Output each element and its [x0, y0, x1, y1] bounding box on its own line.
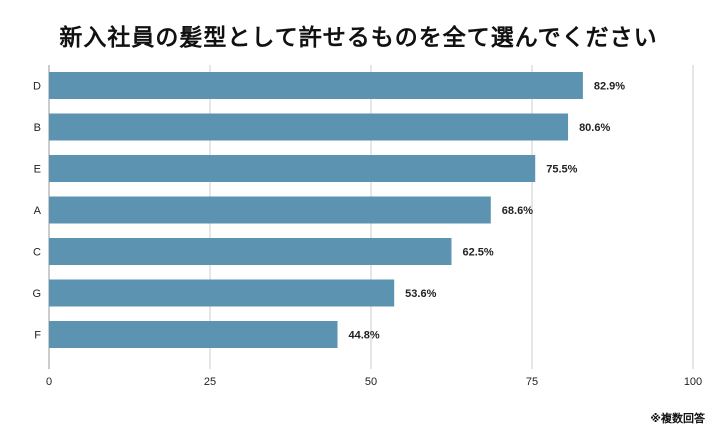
bar-A [49, 196, 491, 224]
x-tick-label-50: 50 [365, 376, 377, 388]
category-label-E: E [34, 164, 41, 176]
chart-title: 新入社員の髪型として許せるものを全て選んでください [59, 25, 658, 51]
category-label-F: F [34, 330, 41, 342]
bar-B [49, 113, 569, 141]
data-label-D: 82.9% [594, 81, 625, 93]
x-tick-label-25: 25 [204, 376, 216, 388]
category-label-A: A [34, 205, 42, 217]
x-tick-label-0: 0 [46, 376, 52, 388]
bar-C [49, 238, 452, 265]
category-label-C: C [33, 247, 41, 259]
bar-G [49, 279, 395, 307]
footnote: ※複数回答 [650, 412, 705, 425]
bars [49, 72, 583, 348]
data-label-A: 68.6% [502, 205, 533, 217]
data-label-E: 75.5% [546, 164, 577, 176]
data-label-G: 53.6% [405, 288, 436, 300]
data-label-C: 62.5% [463, 247, 494, 259]
x-tick-label-75: 75 [526, 376, 538, 388]
bar-F [49, 321, 338, 348]
category-label-G: G [32, 288, 41, 300]
category-label-D: D [33, 81, 41, 93]
data-label-F: 44.8% [349, 330, 380, 342]
bar-E [49, 155, 536, 182]
x-tick-label-100: 100 [684, 376, 702, 388]
data-label-B: 80.6% [579, 122, 610, 134]
category-label-B: B [34, 122, 41, 134]
bar-D [49, 72, 583, 99]
labels: 0 25 50 75 100 D 82.9% B 80.6% E 75.5% A 68.6% C 62.5%… [32, 81, 702, 389]
